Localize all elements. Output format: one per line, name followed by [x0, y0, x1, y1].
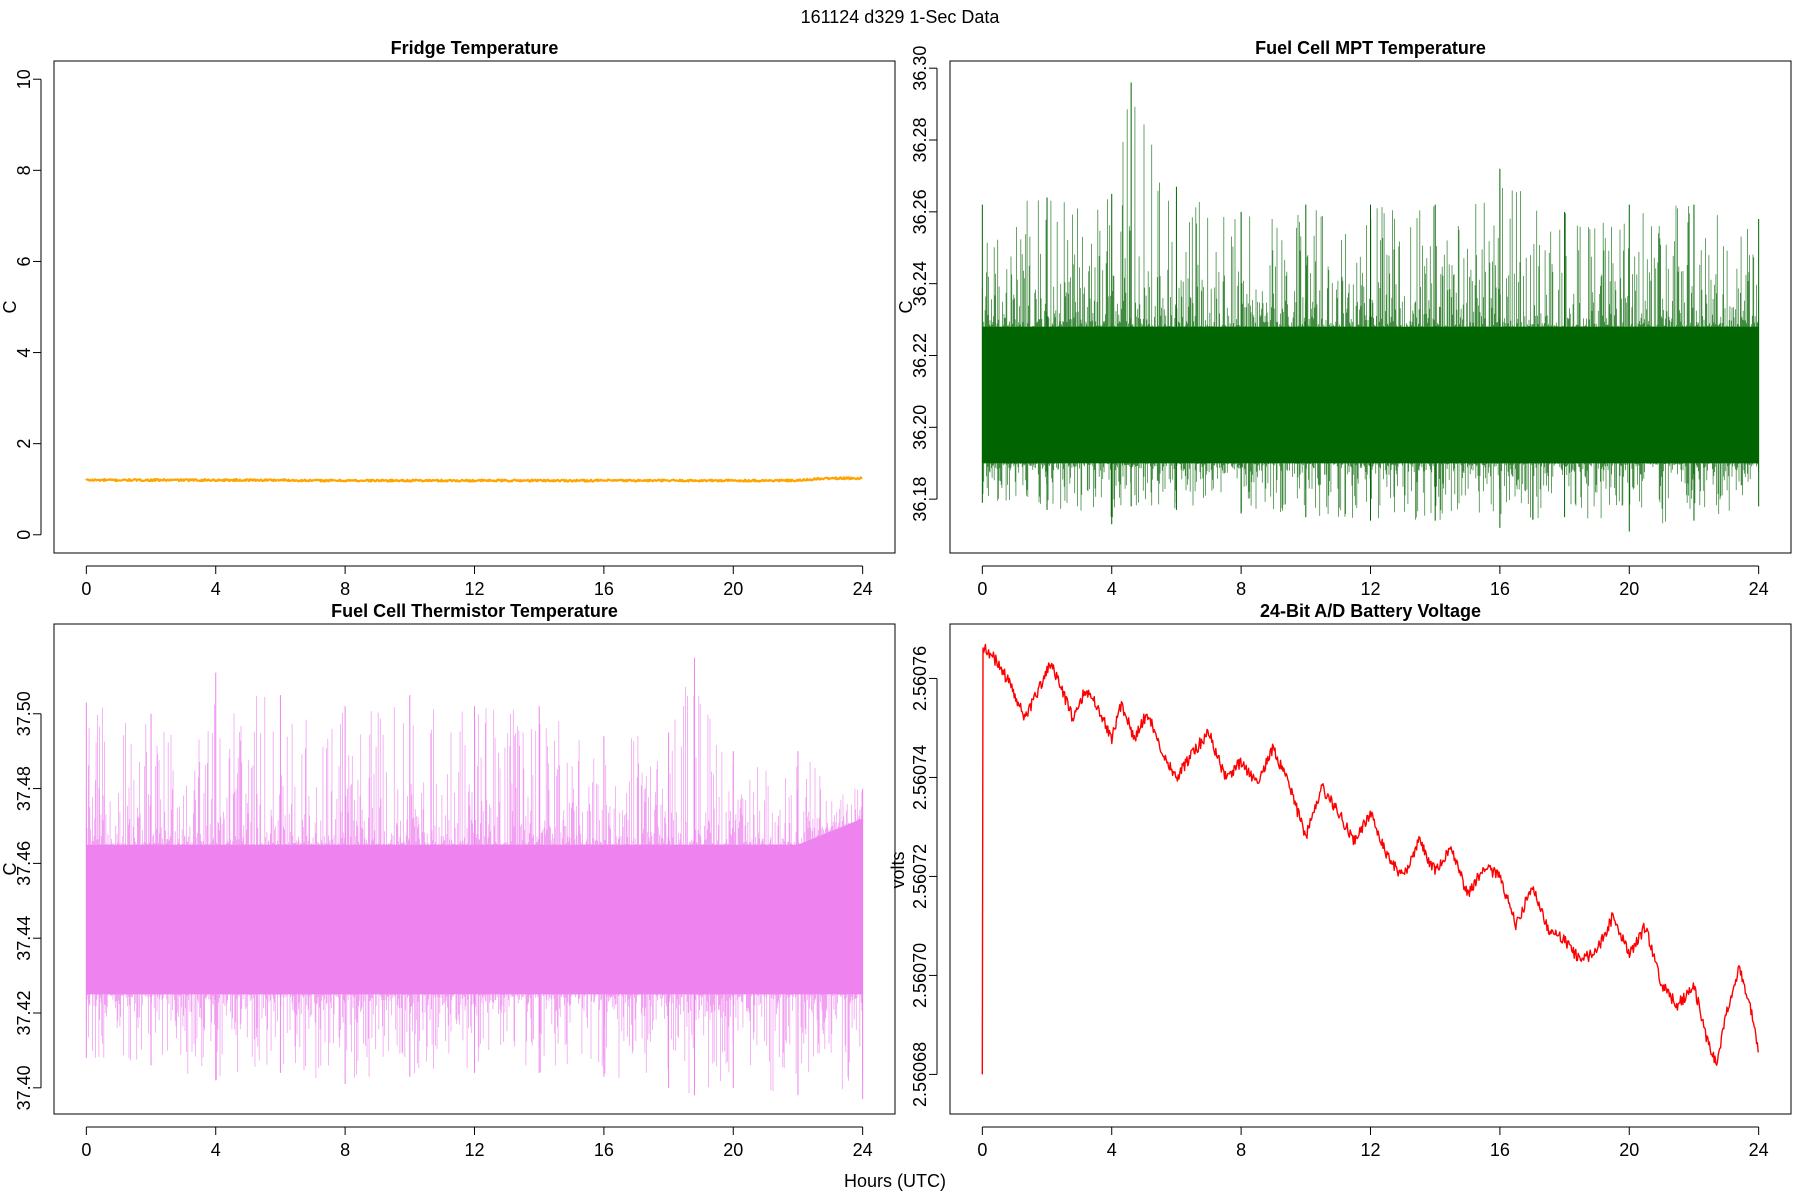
y-axis-label: C — [0, 301, 20, 314]
x-tick-label: 4 — [211, 579, 221, 599]
x-tick-label: 8 — [340, 579, 350, 599]
panel-title: Fuel Cell Thermistor Temperature — [331, 601, 618, 621]
series-1-line — [981, 643, 1759, 1075]
y-tick-label: 37.50 — [14, 691, 34, 736]
x-tick-label: 24 — [1749, 579, 1769, 599]
y-tick-label: 36.20 — [910, 405, 930, 450]
plot-frame — [949, 623, 1792, 1115]
y-tick-label: 2.56074 — [910, 745, 930, 810]
x-axis: 0 4 8 12 16 20 24 — [81, 565, 873, 599]
panel-title: Fridge Temperature — [391, 38, 559, 58]
x-tick-label: 0 — [977, 1140, 987, 1160]
x-axis: 0 4 8 12 16 20 24 — [81, 1126, 873, 1160]
x-tick-label: 4 — [1107, 1140, 1117, 1160]
y-axis-label: C — [896, 301, 916, 314]
x-tick-label: 24 — [1749, 1140, 1769, 1160]
x-tick-label: 24 — [853, 1140, 873, 1160]
x-tick-label: 0 — [81, 1140, 91, 1160]
x-tick-label: 16 — [594, 579, 614, 599]
y-axis-label: volts — [888, 851, 908, 888]
panel-title: 24-Bit A/D Battery Voltage — [1260, 601, 1481, 621]
x-tick-label: 0 — [977, 579, 987, 599]
series-layer — [981, 643, 1759, 1075]
panel-3: Fuel Cell Thermistor Temperature C 0 4 8 12 16… — [0, 601, 896, 1160]
y-tick-label: 2.56068 — [910, 1042, 930, 1107]
figure-xlabel: Hours (UTC) — [844, 1171, 946, 1191]
x-tick-label: 12 — [464, 1140, 484, 1160]
panel-title: Fuel Cell MPT Temperature — [1255, 38, 1486, 58]
y-tick-label: 2 — [14, 439, 34, 449]
series-layer — [85, 657, 864, 1100]
figure-suptitle: 161124 d329 1-Sec Data — [801, 7, 1001, 27]
x-tick-label: 16 — [1490, 1140, 1510, 1160]
y-tick-label: 36.28 — [910, 117, 930, 162]
x-axis: 0 4 8 12 16 20 24 — [977, 1126, 1769, 1160]
x-tick-label: 8 — [1236, 579, 1246, 599]
x-tick-label: 0 — [81, 579, 91, 599]
y-tick-label: 37.40 — [14, 1065, 34, 1110]
x-tick-label: 20 — [723, 579, 743, 599]
y-tick-label: 37.44 — [14, 916, 34, 961]
y-tick-label: 2.56072 — [910, 844, 930, 909]
x-tick-label: 8 — [340, 1140, 350, 1160]
y-tick-label: 0 — [14, 530, 34, 540]
x-tick-label: 20 — [723, 1140, 743, 1160]
y-tick-label: 37.46 — [14, 841, 34, 886]
x-tick-label: 16 — [594, 1140, 614, 1160]
series-1-line — [85, 476, 863, 483]
y-tick-label: 36.30 — [910, 46, 930, 91]
x-tick-label: 16 — [1490, 579, 1510, 599]
x-tick-label: 4 — [211, 1140, 221, 1160]
y-axis-label: C — [0, 863, 20, 876]
x-tick-label: 12 — [464, 579, 484, 599]
y-tick-label: 4 — [14, 348, 34, 358]
y-tick-label: 36.26 — [910, 189, 930, 234]
y-tick-label: 36.18 — [910, 477, 930, 522]
x-tick-label: 20 — [1619, 579, 1639, 599]
y-tick-label: 36.22 — [910, 333, 930, 378]
panel-2: Fuel Cell MPT Temperature C 0 4 8 12 16 20 24 36.… — [896, 38, 1792, 599]
y-axis: 36.18 36.20 36.22 36.24 36.26 36.28 36.30 — [910, 46, 938, 522]
y-tick-label: 36.24 — [910, 261, 930, 306]
x-tick-label: 12 — [1360, 1140, 1380, 1160]
x-tick-label: 8 — [1236, 1140, 1246, 1160]
plot-frame — [53, 623, 896, 1115]
series-layer — [85, 476, 863, 483]
plot-frame — [949, 60, 1792, 554]
x-tick-label: 4 — [1107, 579, 1117, 599]
x-tick-label: 24 — [853, 579, 873, 599]
panel-4: 24-Bit A/D Battery Voltage volts 0 4 8 12 16 20… — [888, 601, 1792, 1160]
y-tick-label: 37.48 — [14, 766, 34, 811]
y-tick-label: 8 — [14, 165, 34, 175]
x-tick-label: 12 — [1360, 579, 1380, 599]
y-axis: 0 2 4 6 8 10 — [14, 69, 42, 540]
y-tick-label: 10 — [14, 69, 34, 89]
y-tick-label: 2.56076 — [910, 646, 930, 711]
y-tick-label: 6 — [14, 256, 34, 266]
y-tick-label: 2.56070 — [910, 943, 930, 1008]
x-axis: 0 4 8 12 16 20 24 — [977, 565, 1769, 599]
y-axis: 37.40 37.42 37.44 37.46 37.48 37.50 — [14, 691, 42, 1110]
x-tick-label: 20 — [1619, 1140, 1639, 1160]
series-layer — [981, 82, 1760, 532]
y-axis: 2.56068 2.56070 2.56072 2.56074 2.56076 — [910, 646, 938, 1107]
plot-frame — [53, 60, 896, 554]
y-tick-label: 37.42 — [14, 990, 34, 1035]
